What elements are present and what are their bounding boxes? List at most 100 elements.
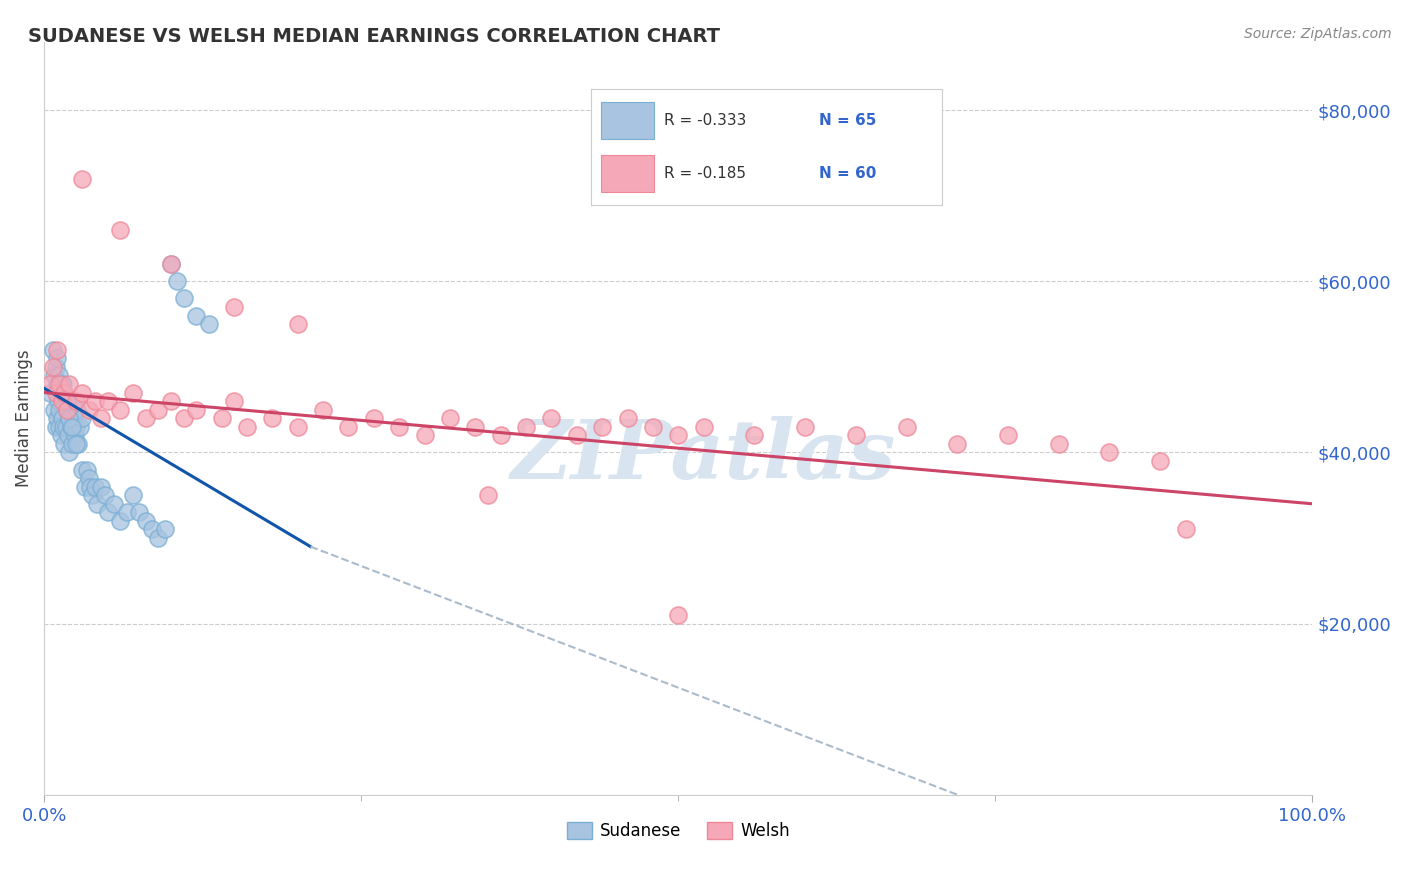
Point: [44, 419, 66, 434]
Point: [51, 377, 73, 392]
Point: [67, 437, 90, 451]
Point: [55, 419, 77, 434]
Point: [49, 428, 72, 442]
Point: [52, 419, 75, 434]
Point: [141, 523, 163, 537]
Point: [53, 437, 76, 451]
Point: [42, 343, 65, 357]
Point: [186, 309, 208, 323]
Point: [744, 428, 766, 442]
Point: [135, 514, 157, 528]
Point: [45, 343, 67, 357]
Point: [48, 368, 70, 383]
Point: [39, 385, 62, 400]
Point: [115, 505, 138, 519]
Point: [58, 428, 80, 442]
Point: [53, 394, 76, 409]
Point: [287, 317, 309, 331]
Text: N = 60: N = 60: [818, 166, 876, 181]
Point: [224, 300, 246, 314]
Point: [83, 394, 105, 409]
FancyBboxPatch shape: [602, 155, 654, 193]
Point: [45, 411, 67, 425]
Point: [946, 437, 969, 451]
Point: [1174, 523, 1197, 537]
Point: [83, 480, 105, 494]
Point: [53, 385, 76, 400]
Point: [896, 419, 918, 434]
Point: [166, 274, 188, 288]
Point: [70, 171, 93, 186]
Point: [44, 385, 66, 400]
Point: [148, 531, 170, 545]
Point: [48, 402, 70, 417]
Point: [53, 385, 76, 400]
Point: [77, 471, 100, 485]
Point: [108, 514, 131, 528]
Point: [51, 394, 73, 409]
Point: [666, 607, 689, 622]
Point: [69, 419, 91, 434]
Point: [56, 394, 79, 409]
Point: [96, 505, 118, 519]
Point: [63, 428, 86, 442]
Point: [42, 359, 65, 374]
Point: [198, 317, 221, 331]
Y-axis label: Median Earnings: Median Earnings: [15, 350, 32, 487]
Point: [173, 292, 195, 306]
Point: [287, 419, 309, 434]
Point: [477, 488, 499, 502]
Point: [76, 462, 98, 476]
Legend: Sudanese, Welsh: Sudanese, Welsh: [560, 815, 796, 847]
Point: [79, 480, 101, 494]
Point: [1149, 454, 1171, 468]
Point: [94, 488, 117, 502]
Point: [65, 419, 87, 434]
Point: [363, 411, 385, 425]
Point: [52, 377, 75, 392]
Point: [641, 419, 664, 434]
Point: [77, 402, 100, 417]
Point: [45, 351, 67, 366]
Point: [108, 402, 131, 417]
Text: SUDANESE VS WELSH MEDIAN EARNINGS CORRELATION CHART: SUDANESE VS WELSH MEDIAN EARNINGS CORREL…: [28, 27, 720, 45]
Point: [160, 394, 183, 409]
FancyBboxPatch shape: [602, 102, 654, 139]
Point: [153, 523, 176, 537]
Point: [86, 497, 108, 511]
Point: [515, 419, 537, 434]
Point: [388, 419, 411, 434]
Point: [103, 497, 125, 511]
Point: [90, 480, 112, 494]
Point: [73, 480, 96, 494]
Point: [62, 411, 84, 425]
Point: [48, 377, 70, 392]
Point: [82, 488, 104, 502]
Point: [439, 411, 461, 425]
Point: [46, 394, 69, 409]
Point: [236, 419, 259, 434]
Point: [160, 257, 183, 271]
Point: [60, 419, 83, 434]
Text: Source: ZipAtlas.com: Source: ZipAtlas.com: [1244, 27, 1392, 41]
Point: [173, 411, 195, 425]
Point: [135, 411, 157, 425]
Point: [96, 394, 118, 409]
Text: R = -0.333: R = -0.333: [664, 113, 747, 128]
Point: [1098, 445, 1121, 459]
Point: [122, 488, 145, 502]
Point: [108, 223, 131, 237]
Point: [51, 411, 73, 425]
Point: [58, 377, 80, 392]
Point: [616, 411, 638, 425]
Point: [65, 394, 87, 409]
Point: [49, 385, 72, 400]
Point: [312, 402, 335, 417]
Text: R = -0.185: R = -0.185: [664, 166, 747, 181]
Point: [464, 419, 486, 434]
Point: [70, 385, 93, 400]
Point: [122, 385, 145, 400]
Point: [211, 411, 233, 425]
Point: [45, 377, 67, 392]
Point: [845, 428, 868, 442]
